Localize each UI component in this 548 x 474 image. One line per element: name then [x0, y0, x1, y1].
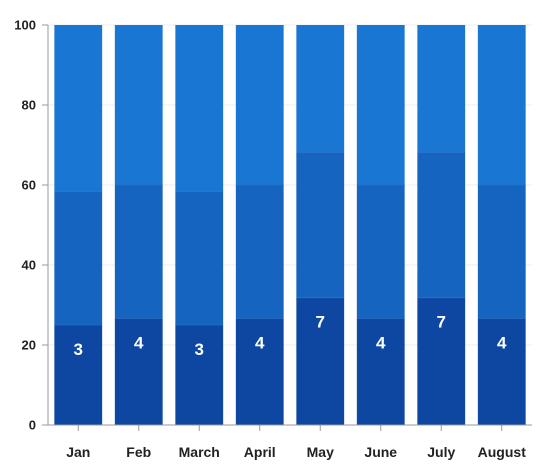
- data-label: 4: [134, 333, 144, 352]
- y-tick-label: 80: [22, 98, 36, 113]
- x-tick-label: August: [478, 444, 527, 460]
- bar-segment: [356, 318, 405, 425]
- bar-segment: [235, 318, 284, 425]
- bar-stacks: [54, 25, 526, 425]
- bar-segment: [296, 297, 345, 425]
- bar-segment: [356, 185, 405, 319]
- data-label: 3: [74, 340, 83, 359]
- y-tick-label: 20: [22, 338, 36, 353]
- bar-segment: [175, 191, 224, 325]
- x-tick-label: Feb: [126, 444, 151, 460]
- bar-segment: [54, 191, 103, 325]
- x-tick-label: Jan: [66, 444, 90, 460]
- bar-segment: [477, 185, 526, 319]
- bar-segment: [175, 25, 224, 192]
- bar-segment: [477, 25, 526, 185]
- y-tick-label: 100: [14, 18, 36, 33]
- bar-segment: [175, 325, 224, 425]
- x-tick-label: May: [307, 444, 334, 460]
- bar-segment: [296, 152, 345, 298]
- bar-segment: [417, 25, 466, 153]
- bar-segment: [54, 325, 103, 425]
- x-tick-label: July: [427, 444, 455, 460]
- data-labels: 3 4 3 4 7 4 7 4: [74, 313, 508, 359]
- data-label: 4: [376, 333, 386, 352]
- y-tick-label: 40: [22, 258, 36, 273]
- y-tick-label: 60: [22, 178, 36, 193]
- data-label: 4: [497, 333, 507, 352]
- bar-segment: [114, 25, 163, 185]
- bar-segment: [114, 318, 163, 425]
- bar-segment: [235, 25, 284, 185]
- bar-segment: [417, 297, 466, 425]
- axes: 0 20 40 60 80 100 Jan Feb March April May June July A…: [14, 18, 532, 460]
- bar-segment: [296, 25, 345, 153]
- bar-segment: [417, 152, 466, 298]
- data-label: 4: [255, 333, 265, 352]
- data-label: 3: [195, 340, 204, 359]
- data-label: 7: [437, 313, 446, 332]
- bar-segment: [356, 25, 405, 185]
- data-label: 7: [316, 313, 325, 332]
- bar-segment: [477, 318, 526, 425]
- y-tick-label: 0: [29, 418, 36, 433]
- x-tick-label: April: [244, 444, 276, 460]
- bar-segment: [114, 185, 163, 319]
- bar-segment: [54, 25, 103, 192]
- x-tick-label: March: [179, 444, 220, 460]
- x-tick-label: June: [364, 444, 397, 460]
- bar-segment: [235, 185, 284, 319]
